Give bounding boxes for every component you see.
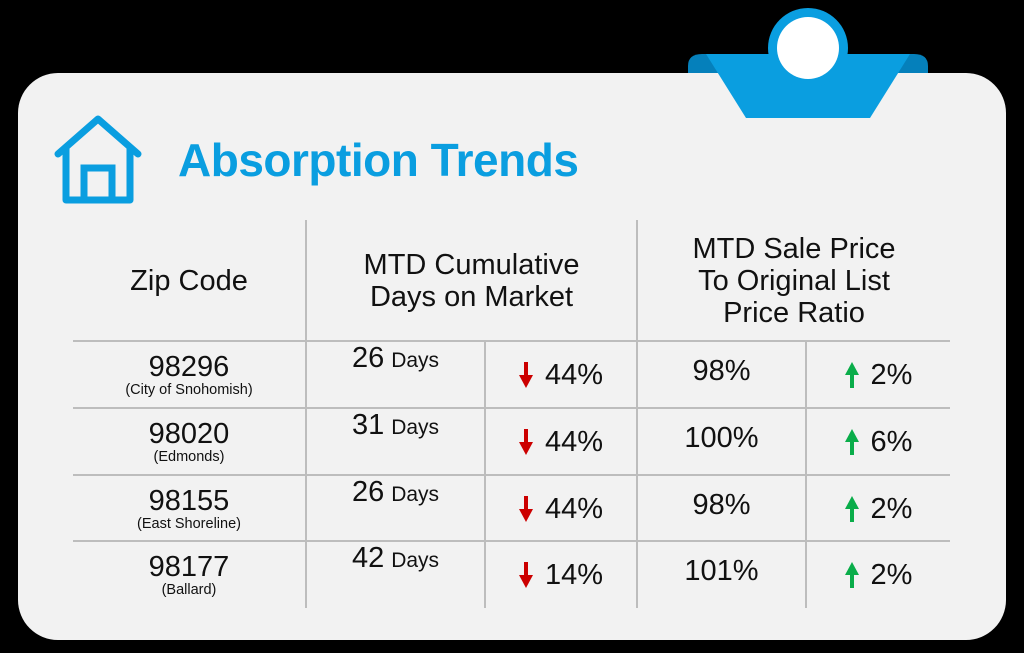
ratio-change-cell: 2% [807,342,950,408]
days-unit: Days [391,416,440,439]
house-icon [54,115,142,204]
arrow-up-icon [844,429,859,455]
divider [636,220,638,608]
ratio-change-value: 2% [870,358,913,391]
dom-change-cell: 44% [486,342,636,408]
divider [73,540,950,542]
days-unit: Days [391,549,440,572]
dom-change-value: 44% [544,425,604,458]
area-name: (Edmonds) [153,448,225,465]
ratio-change-cell: 2% [807,542,950,608]
zip-code: 98296 [148,350,230,383]
divider [73,340,950,342]
days-unit: Days [391,349,440,372]
ratio-cell: 101% [638,538,805,604]
header-label: MTD Sale Price [692,233,896,265]
area-name: (East Shoreline) [137,515,241,532]
days-value: 31 [351,409,385,441]
dom-change-cell: 44% [486,476,636,542]
area-name: (Ballard) [161,581,217,598]
header-days-on-market: MTD Cumulative Days on Market [307,225,636,337]
arrow-up-icon [844,362,859,388]
days-cell: 26 Days [307,476,484,542]
ratio-change-value: 2% [870,492,913,525]
header-label: Price Ratio [723,297,865,329]
ratio-change-value: 2% [870,558,913,591]
header-price-ratio: MTD Sale Price To Original List Price Ra… [638,225,950,337]
dom-change-cell: 14% [486,542,636,608]
infographic-card [18,73,1006,640]
dom-change-value: 44% [544,492,604,525]
header-label: Days on Market [369,281,574,313]
zip-code: 98020 [148,417,230,450]
header-label: MTD Cumulative [363,249,580,281]
divider [73,474,950,476]
days-value: 26 [351,476,385,508]
zip-code: 98177 [148,550,230,583]
dom-change-cell: 44% [486,409,636,475]
divider [305,220,307,608]
header-label: Zip Code [130,265,248,297]
ratio-value: 101% [684,554,759,587]
page-title: Absorption Trends [178,134,579,186]
ratio-cell: 98% [638,472,805,538]
arrow-up-icon [844,496,859,522]
header-label: To Original List [698,265,890,297]
arrow-up-icon [844,562,859,588]
divider [73,407,950,409]
days-value: 42 [351,542,385,574]
ratio-cell: 100% [638,405,805,471]
clipboard-clip-icon [688,8,928,118]
title-row: Absorption Trends [52,115,579,205]
ratio-change-cell: 6% [807,409,950,475]
dom-change-value: 14% [544,558,604,591]
arrow-down-icon [518,362,533,388]
area-name: (City of Snohomish) [125,381,253,398]
arrow-down-icon [518,496,533,522]
days-unit: Days [391,483,440,506]
arrow-down-icon [518,429,533,455]
zip-cell: 98020 (Edmonds) [73,409,305,475]
ratio-change-value: 6% [870,425,913,458]
days-cell: 26 Days [307,342,484,408]
ratio-value: 100% [684,421,759,454]
header-zip-code: Zip Code [73,225,305,337]
zip-cell: 98177 (Ballard) [73,542,305,608]
ratio-cell: 98% [638,338,805,404]
zip-cell: 98155 (East Shoreline) [73,476,305,542]
days-value: 26 [351,342,385,374]
ratio-value: 98% [692,488,751,521]
ratio-change-cell: 2% [807,476,950,542]
dom-change-value: 44% [544,358,604,391]
days-cell: 42 Days [307,542,484,608]
zip-code: 98155 [148,484,230,517]
zip-cell: 98296 (City of Snohomish) [73,342,305,408]
ratio-value: 98% [692,354,751,387]
arrow-down-icon [518,562,533,588]
days-cell: 31 Days [307,409,484,475]
